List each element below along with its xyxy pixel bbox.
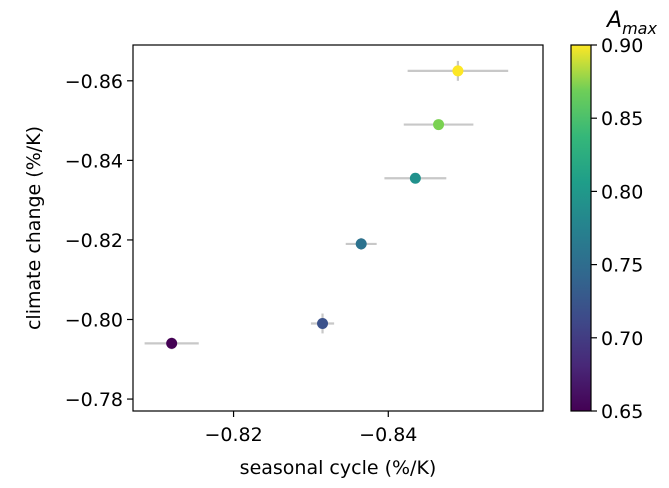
data-point bbox=[433, 119, 445, 131]
data-point bbox=[409, 172, 421, 184]
y-axis-ticks: −0.78 −0.80 −0.82 −0.84 −0.86 bbox=[65, 71, 133, 411]
colorbar: 0.65 0.70 0.75 0.80 0.85 0.90 Amax bbox=[570, 8, 657, 423]
colorbar-ticks: 0.65 0.70 0.75 0.80 0.85 0.90 bbox=[591, 35, 643, 423]
colorbar-label-sub: max bbox=[622, 19, 657, 38]
data-point bbox=[452, 65, 464, 77]
y-tick-label: −0.80 bbox=[65, 310, 123, 332]
y-tick-label: −0.78 bbox=[65, 389, 123, 411]
markers bbox=[166, 65, 464, 349]
y-tick-label: −0.84 bbox=[65, 150, 123, 172]
y-axis-label: climate change (%/K) bbox=[23, 126, 45, 330]
errorbars bbox=[144, 60, 509, 350]
x-tick-label: −0.82 bbox=[204, 424, 262, 446]
data-point bbox=[355, 238, 367, 250]
x-tick-label: −0.84 bbox=[359, 424, 417, 446]
x-axis-label: seasonal cycle (%/K) bbox=[240, 457, 437, 479]
colorbar-tick-label: 0.80 bbox=[601, 181, 643, 203]
colorbar-gradient bbox=[570, 44, 592, 412]
data-point bbox=[166, 337, 178, 349]
y-tick-label: −0.86 bbox=[65, 71, 123, 93]
colorbar-tick-label: 0.85 bbox=[601, 108, 643, 130]
colorbar-tick-label: 0.70 bbox=[601, 328, 643, 350]
x-axis-ticks: −0.82 −0.84 bbox=[204, 411, 417, 446]
plot-frame bbox=[132, 44, 544, 412]
colorbar-label: Amax bbox=[605, 8, 657, 38]
colorbar-tick-label: 0.75 bbox=[601, 255, 643, 277]
y-tick-label: −0.82 bbox=[65, 230, 123, 252]
colorbar-tick-label: 0.65 bbox=[601, 401, 643, 423]
plot-area bbox=[132, 44, 544, 412]
colorbar-label-main: A bbox=[605, 8, 622, 33]
data-point bbox=[317, 317, 329, 329]
colorbar-tick-label: 0.90 bbox=[601, 35, 643, 57]
